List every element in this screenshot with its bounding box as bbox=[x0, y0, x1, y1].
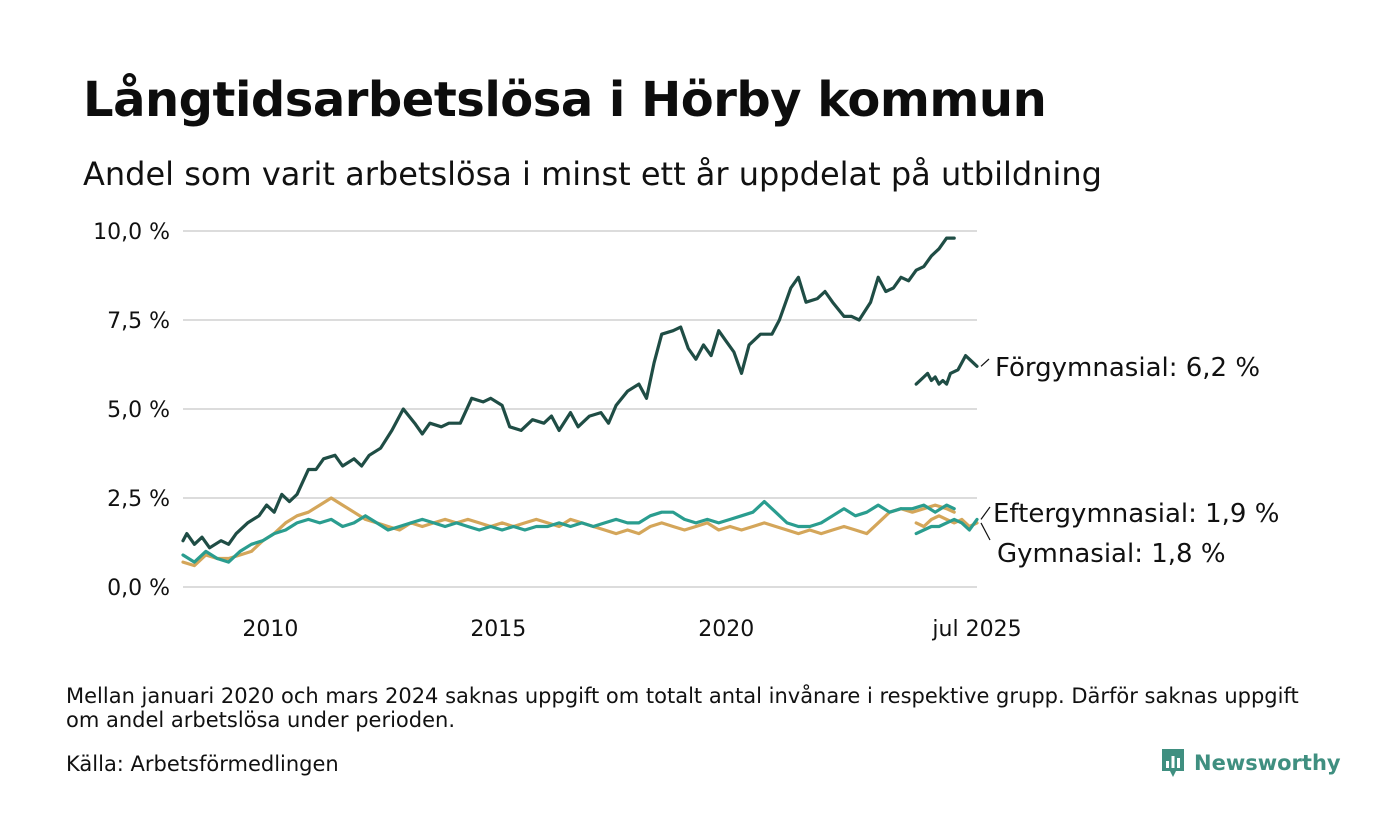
brand-logo[interactable]: Newsworthy bbox=[1160, 747, 1341, 779]
source-text: Källa: Arbetsförmedlingen bbox=[66, 752, 339, 776]
series-end-labels: Förgymnasial: 6,2 % Eftergymnasial: 1,9 %… bbox=[980, 353, 1279, 569]
series-end-label: Gymnasial: 1,8 % bbox=[997, 539, 1226, 569]
line-chart: 0,0 % 2,5 % 5,0 % 7,5 % 10,0 % 2010 2015 2020 j… bbox=[93, 220, 1279, 642]
leader-line bbox=[980, 522, 991, 541]
x-axis-ticks: 2010 2015 2020 jul 2025 bbox=[242, 617, 1021, 642]
y-tick-label: 0,0 % bbox=[107, 576, 170, 601]
y-tick-label: 10,0 % bbox=[93, 220, 170, 245]
leader-line bbox=[980, 506, 991, 520]
y-tick-label: 5,0 % bbox=[107, 398, 170, 423]
page-title: Långtidsarbetslösa i Hörby kommun bbox=[83, 72, 1047, 128]
x-tick-label: jul 2025 bbox=[931, 617, 1021, 642]
x-tick-label: 2020 bbox=[698, 617, 754, 642]
series-line-eftergymnasial bbox=[181, 500, 979, 564]
series-line-förgymnasial bbox=[181, 236, 979, 550]
series-end-label: Eftergymnasial: 1,9 % bbox=[993, 499, 1279, 529]
grid-lines bbox=[183, 230, 977, 588]
y-tick-label: 2,5 % bbox=[107, 487, 170, 512]
y-tick-label: 7,5 % bbox=[107, 309, 170, 334]
bar-chart-speech-bubble-icon bbox=[1162, 749, 1184, 777]
series-end-label: Förgymnasial: 6,2 % bbox=[995, 353, 1260, 383]
x-tick-label: 2015 bbox=[470, 617, 526, 642]
x-tick-label: 2010 bbox=[242, 617, 298, 642]
footnote: Mellan januari 2020 och mars 2024 saknas… bbox=[66, 684, 1299, 732]
y-axis-ticks: 0,0 % 2,5 % 5,0 % 7,5 % 10,0 % bbox=[93, 220, 170, 601]
leader-line bbox=[980, 358, 990, 367]
brand-name: Newsworthy bbox=[1194, 751, 1341, 775]
page-subtitle: Andel som varit arbetslösa i minst ett å… bbox=[83, 155, 1102, 193]
series-lines bbox=[181, 236, 979, 568]
series-line-gymnasial bbox=[181, 496, 979, 568]
